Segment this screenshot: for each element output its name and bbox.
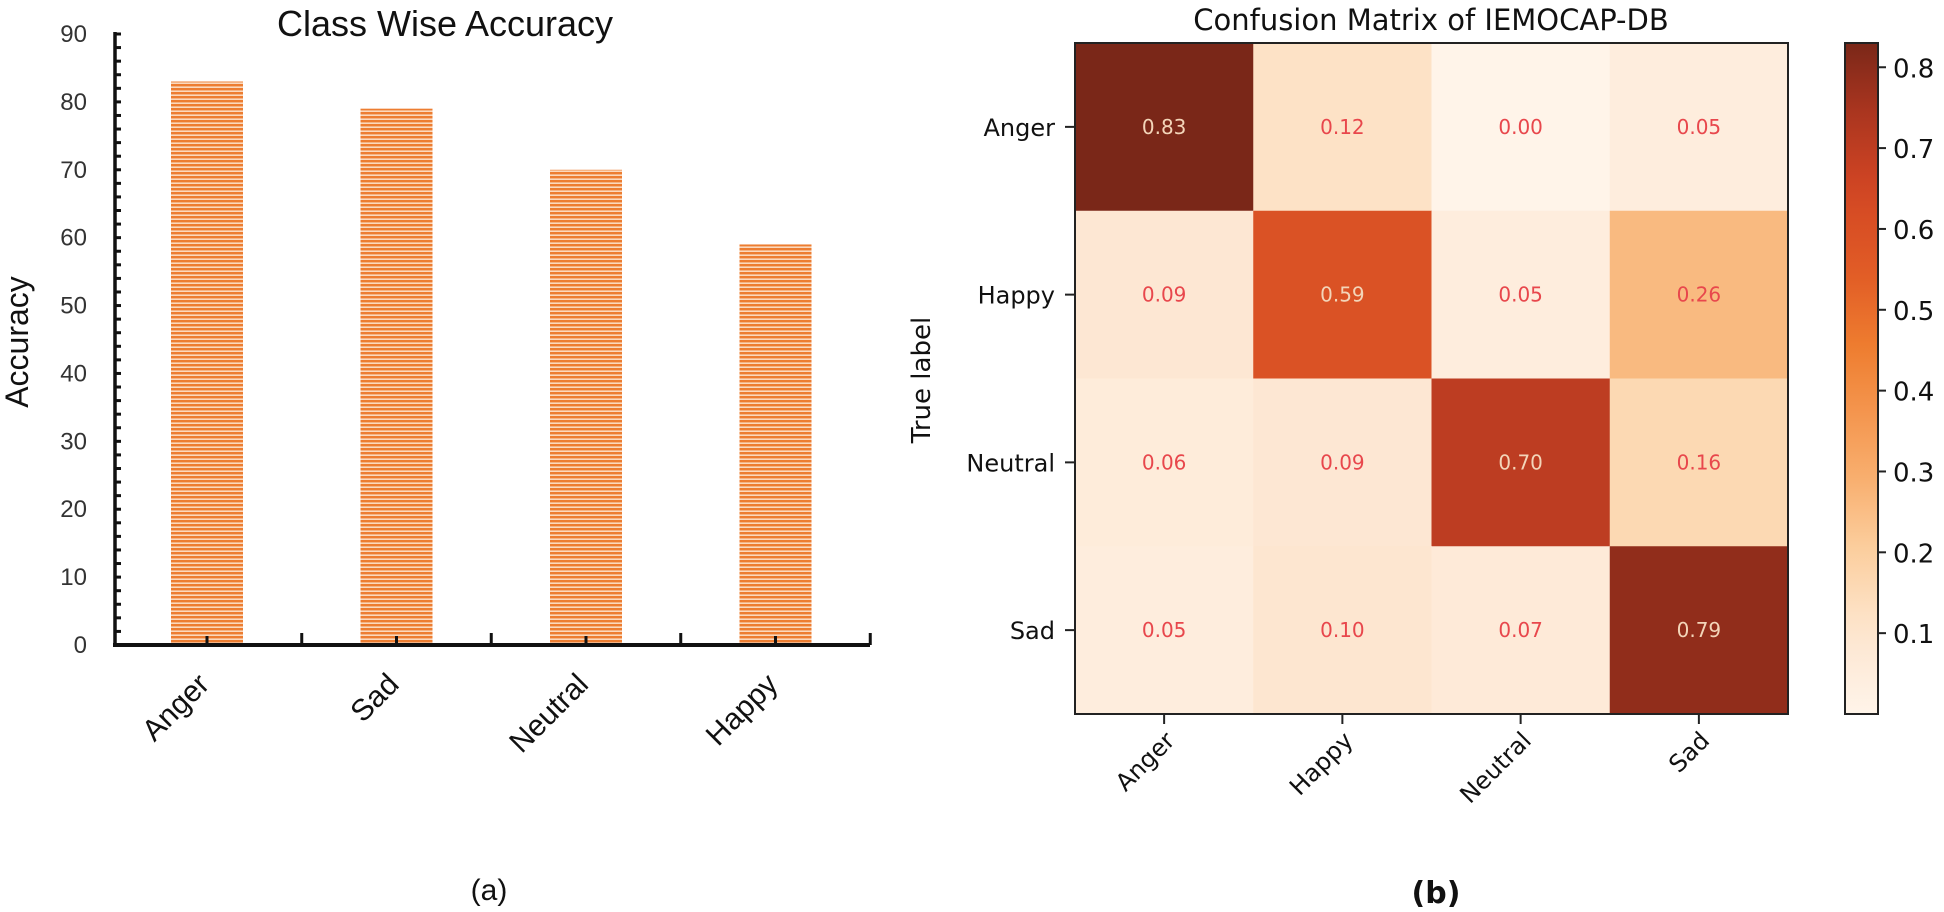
- colorbar: 0.1 0.2 0.3 0.4 0.5 0.6 0.7 0.8: [1844, 42, 1934, 715]
- cell-value: 0.05: [1142, 618, 1187, 642]
- x-tick-label: Neutral: [1454, 726, 1536, 808]
- confusion-matrix-y-axis-label: True label: [907, 317, 937, 444]
- matrix-cell: [1609, 546, 1789, 715]
- bar-anger: [171, 81, 243, 646]
- y-tick-label: 20: [60, 496, 87, 523]
- matrix-cell: [1075, 546, 1254, 715]
- colorbar-tick-label: 0.7: [1893, 135, 1934, 165]
- y-tick-label: 80: [60, 89, 87, 116]
- bar-sad: [360, 108, 433, 645]
- panel-label-b: (b): [1412, 876, 1461, 911]
- y-tick-label: 30: [60, 428, 87, 455]
- colorbar-tick-label: 0.4: [1893, 378, 1934, 408]
- cell-value: 0.70: [1498, 450, 1543, 474]
- matrix-cell: [1609, 210, 1789, 379]
- cell-value: 0.12: [1320, 115, 1365, 139]
- matrix-cell: [1253, 378, 1432, 547]
- matrix-cell: [1253, 43, 1432, 212]
- y-tick-label: Sad: [1010, 617, 1055, 645]
- cell-value: 0.05: [1677, 115, 1722, 139]
- cell-value: 0.05: [1498, 283, 1543, 307]
- y-tick-label: Neutral: [966, 449, 1055, 477]
- colorbar-gradient: [1844, 42, 1879, 715]
- y-tick-label: Happy: [978, 282, 1055, 310]
- cell-value: 0.09: [1320, 450, 1365, 474]
- matrix-cell: [1431, 43, 1611, 212]
- x-tick-label: Happy: [1284, 726, 1359, 801]
- matrix-cell: [1253, 210, 1432, 379]
- colorbar-ticks: 0.1 0.2 0.3 0.4 0.5 0.6 0.7 0.8: [1878, 54, 1934, 650]
- bar-chart: Class Wise Accuracy Accuracy 0 10 20 30 40 50…: [0, 3, 872, 907]
- x-tick-label: Anger: [1110, 726, 1180, 796]
- x-tick-label: Sad: [344, 668, 405, 729]
- matrix-cell: [1431, 210, 1611, 379]
- matrix-frame: [1074, 42, 1789, 715]
- cell-value: 0.07: [1498, 618, 1543, 642]
- colorbar-tick-label: 0.8: [1893, 54, 1934, 84]
- colorbar-tick-label: 0.3: [1893, 458, 1934, 488]
- matrix-cell: [1253, 546, 1432, 715]
- y-tick-label: 40: [60, 360, 87, 387]
- colorbar-tick-label: 0.6: [1893, 216, 1934, 246]
- bar-chart-title: Class Wise Accuracy: [277, 3, 613, 44]
- y-tick-label: 50: [60, 293, 87, 320]
- cell-value: 0.00: [1498, 115, 1543, 139]
- confusion-matrix-title: Confusion Matrix of IEMOCAP-DB: [1193, 3, 1669, 37]
- cell-value: 0.79: [1677, 618, 1722, 642]
- matrix-cell: [1431, 546, 1611, 715]
- x-tick-label: Anger: [136, 668, 216, 748]
- y-tick-label: 10: [60, 564, 87, 591]
- bar-chart-y-axis-label: Accuracy: [0, 276, 35, 408]
- bar-neutral: [550, 169, 622, 645]
- x-axis-ticks: Anger Sad Neutral Happy: [136, 633, 872, 760]
- matrix-cell: [1075, 378, 1254, 547]
- y-tick-label: 60: [60, 225, 87, 252]
- colorbar-tick-label: 0.5: [1893, 297, 1934, 327]
- x-tick-label: Sad: [1663, 726, 1715, 778]
- confusion-matrix: Confusion Matrix of IEMOCAP-DB True labe…: [907, 3, 1934, 911]
- y-tick-label: 70: [60, 157, 87, 184]
- y-axis-ticks: 0 10 20 30 40 50 60 70 80 90: [60, 21, 121, 659]
- y-tick-label: Anger: [984, 114, 1056, 142]
- matrix-cell: [1609, 43, 1789, 212]
- y-tick-label: 90: [60, 21, 87, 48]
- cell-value: 0.10: [1320, 618, 1365, 642]
- y-tick-label: 0: [74, 632, 87, 659]
- cell-value: 0.06: [1142, 450, 1187, 474]
- bars: [171, 81, 812, 646]
- matrix-cells: 0.83 0.12 0.00 0.05 0.09 0.59 0.05 0.26 0.06 0.09…: [1075, 43, 1789, 715]
- cell-value: 0.26: [1677, 283, 1722, 307]
- matrix-cell: [1075, 43, 1254, 212]
- x-tick-label: Neutral: [503, 668, 595, 760]
- bar-happy: [739, 244, 812, 645]
- cell-value: 0.16: [1677, 450, 1722, 474]
- x-tick-label: Happy: [700, 668, 785, 753]
- cell-value: 0.83: [1142, 115, 1187, 139]
- colorbar-tick-label: 0.2: [1893, 539, 1934, 569]
- matrix-cell: [1609, 378, 1789, 547]
- cell-value: 0.09: [1142, 283, 1187, 307]
- matrix-cell: [1075, 210, 1254, 379]
- cell-value: 0.59: [1320, 283, 1365, 307]
- panel-label-a: (a): [471, 874, 508, 907]
- matrix-cell: [1431, 378, 1611, 547]
- colorbar-tick-label: 0.1: [1893, 620, 1934, 650]
